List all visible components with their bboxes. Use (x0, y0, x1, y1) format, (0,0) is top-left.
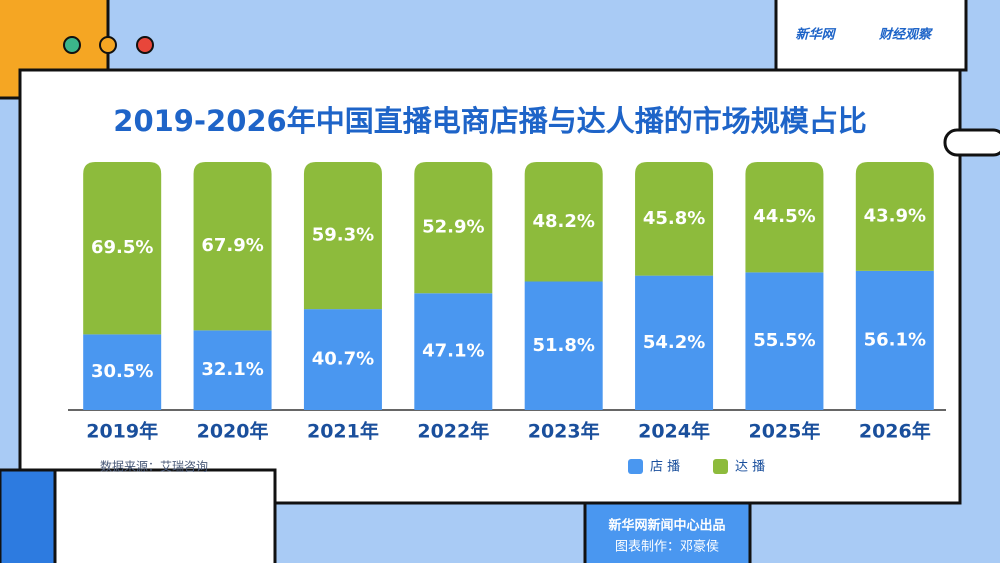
source: 数据来源：艾瑞咨询 (100, 459, 208, 474)
logo-box (774, 0, 968, 72)
value-label: 59.3% (312, 225, 374, 246)
bar-segment (745, 272, 824, 410)
bar-segment (524, 162, 603, 282)
brand-logo: 财经观察 (878, 27, 933, 43)
value-label: 56.1% (864, 329, 926, 350)
legend-swatch (713, 459, 728, 474)
value-label: 44.5% (753, 206, 815, 227)
value-label: 40.7% (312, 349, 374, 370)
bar-segment (855, 270, 934, 410)
decor-box (53, 468, 277, 563)
legend-label: 达 播 (735, 460, 765, 475)
x-tick-label: 2019年 (86, 420, 158, 443)
x-tick-label: 2020年 (197, 420, 269, 443)
bar-segment (193, 330, 272, 410)
decor-dot (136, 36, 154, 54)
value-label: 30.5% (91, 361, 153, 382)
value-label: 55.5% (753, 330, 815, 351)
brand-logo: 新华网 (795, 27, 836, 43)
legend-label: 店 播 (650, 460, 680, 475)
value-label: 47.1% (422, 341, 484, 362)
bar-segment (745, 162, 824, 273)
decor-box (0, 468, 57, 563)
bar-segment (855, 162, 934, 271)
value-label: 48.2% (532, 211, 594, 232)
bar-segment (414, 162, 493, 294)
x-tick-label: 2021年 (307, 420, 379, 443)
x-tick-label: 2023年 (528, 420, 600, 443)
x-tick-label: 2025年 (748, 420, 820, 443)
bar-segment (524, 281, 603, 410)
decor-tab (943, 128, 1000, 157)
value-label: 45.8% (643, 208, 705, 229)
footer-credit: 图表制作：邓豪侯 (615, 539, 719, 555)
bar-segment (303, 162, 382, 310)
bar-segment (83, 162, 162, 335)
value-label: 67.9% (201, 235, 263, 256)
value-label: 51.8% (532, 335, 594, 356)
bar-segment (635, 162, 714, 276)
footer-box (583, 501, 752, 563)
footer-publisher: 新华网新闻中心出品 (608, 518, 725, 534)
decor-dot (99, 36, 117, 54)
legend-swatch (628, 459, 643, 474)
value-label: 69.5% (91, 237, 153, 258)
bar-segment (303, 309, 382, 410)
x-tick-label: 2022年 (417, 420, 489, 443)
x-tick-label: 2026年 (859, 420, 931, 443)
bar-segment (635, 275, 714, 410)
bar-segment (414, 293, 493, 410)
value-label: 43.9% (864, 205, 926, 226)
value-label: 52.9% (422, 217, 484, 238)
decor-dot (63, 36, 81, 54)
value-label: 54.2% (643, 332, 705, 353)
bar-segment (193, 162, 272, 331)
x-tick-label: 2024年 (638, 420, 710, 443)
value-label: 32.1% (201, 359, 263, 380)
chart-title: 2019-2026年中国直播电商店播与达人播的市场规模占比 (113, 104, 866, 138)
bar-segment (83, 334, 162, 410)
